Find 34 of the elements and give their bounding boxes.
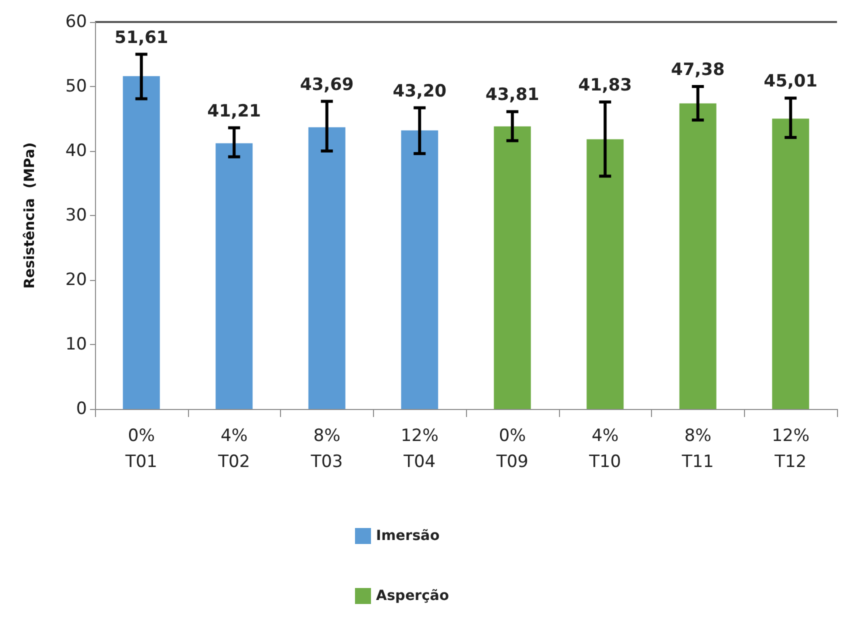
- x-tick-label: 12% T04: [400, 426, 439, 472]
- y-tick-label: 20: [65, 270, 87, 290]
- bar: [122, 76, 160, 409]
- data-label: 43,20: [392, 81, 447, 102]
- y-tick-label: 60: [65, 12, 87, 32]
- data-label: 47,38: [670, 60, 725, 80]
- x-tick-label: 4% T02: [217, 426, 250, 472]
- data-label: 41,83: [578, 75, 632, 96]
- bar: [216, 143, 253, 409]
- y-axis-title: Resistência (MPa): [22, 142, 38, 289]
- x-tick-label: 8% T11: [680, 426, 714, 472]
- x-tick-label: 0% T01: [124, 426, 158, 472]
- x-tick-label: 12% T12: [772, 426, 810, 472]
- bar: [308, 127, 346, 409]
- data-label: 43,69: [300, 74, 354, 95]
- x-tick-label: 8% T03: [310, 426, 343, 472]
- data-label: 41,21: [207, 101, 262, 122]
- legend-label: Imersão: [376, 528, 440, 544]
- bar: [586, 139, 624, 409]
- y-tick-label: 50: [65, 76, 87, 96]
- data-label: 43,81: [485, 85, 540, 106]
- y-tick-label: 10: [65, 334, 87, 354]
- y-tick-label: 40: [65, 141, 87, 161]
- data-label: 51,61: [114, 28, 168, 48]
- y-tick-label: 0: [76, 399, 87, 419]
- y-tick-label: 30: [65, 206, 87, 226]
- bar: [401, 130, 438, 409]
- bar: [494, 126, 531, 409]
- data-label: 45,01: [764, 72, 818, 92]
- bar: [679, 103, 716, 409]
- legend-label: Asperção: [376, 588, 450, 604]
- x-tick-label: 4% T10: [588, 426, 622, 472]
- x-tick-label: 0% T09: [495, 426, 528, 472]
- bar: [772, 118, 810, 409]
